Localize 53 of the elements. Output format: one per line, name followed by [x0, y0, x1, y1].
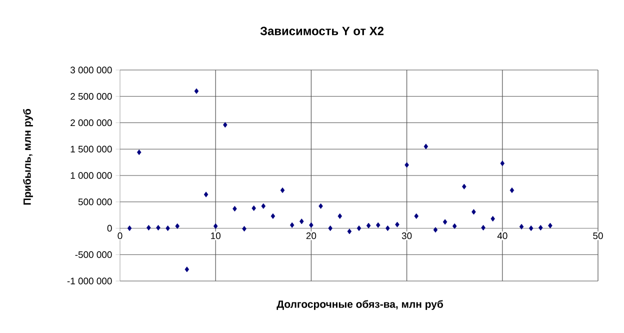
- point: [194, 88, 199, 94]
- x-axis-title: Долгосрочные обяз-ва, млн руб: [276, 300, 443, 310]
- point: [404, 162, 409, 168]
- point: [280, 187, 285, 194]
- point: [136, 150, 142, 156]
- point: [261, 203, 266, 209]
- y-tick-label: 0: [107, 224, 112, 232]
- y-tick-label: 2 000 000: [70, 119, 112, 126]
- y-tick-label: 1 500 000: [70, 146, 112, 152]
- point: [548, 222, 552, 228]
- point: [519, 224, 524, 230]
- point: [452, 223, 457, 229]
- x-tick-label: 50: [593, 232, 603, 240]
- point: [204, 192, 208, 198]
- point: [395, 222, 400, 228]
- y-tick-label: -1 000 000: [67, 278, 112, 284]
- y-tick-label: 2 500 000: [70, 93, 112, 100]
- x-tick-label: 0: [118, 232, 122, 240]
- point: [338, 213, 342, 219]
- point: [184, 266, 190, 272]
- point: [510, 187, 514, 194]
- x-tick-label: 30: [402, 232, 412, 240]
- chart-title: Зависимость Y от X2: [260, 26, 384, 36]
- point: [528, 225, 534, 232]
- point: [442, 219, 448, 225]
- x-tick-label: 40: [497, 232, 508, 240]
- point: [424, 144, 428, 150]
- point: [318, 203, 323, 209]
- y-axis-title: Прибыль, млн руб: [23, 109, 33, 205]
- point: [414, 213, 419, 219]
- point: [347, 228, 352, 234]
- y-tick-label: -500 000: [75, 251, 112, 258]
- point: [175, 223, 180, 229]
- y-tick-label: 3 000 000: [70, 66, 112, 74]
- point: [252, 205, 256, 211]
- point: [376, 222, 380, 228]
- point: [472, 209, 476, 215]
- point: [500, 160, 505, 166]
- x-tick-label: 20: [306, 232, 316, 240]
- point: [366, 222, 371, 228]
- x-tick-label: 10: [211, 232, 220, 240]
- point: [290, 222, 294, 228]
- point: [223, 122, 228, 128]
- point: [309, 222, 314, 228]
- point: [127, 225, 132, 232]
- point: [270, 213, 276, 219]
- point: [433, 227, 438, 233]
- point: [356, 225, 362, 232]
- point: [300, 218, 304, 224]
- point: [213, 223, 218, 229]
- y-tick-label: 1 000 000: [70, 172, 112, 179]
- point: [462, 184, 466, 190]
- y-tick-label: 500 000: [78, 198, 112, 206]
